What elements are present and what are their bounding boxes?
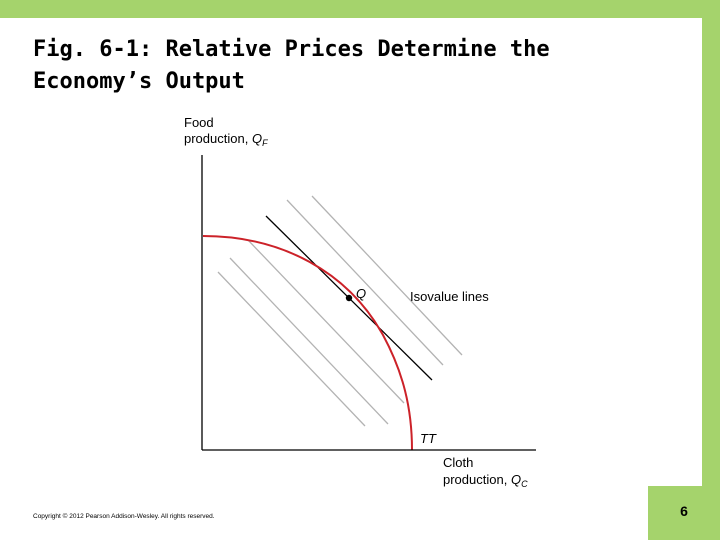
y-axis-label-line-2: production, QF — [184, 131, 268, 148]
tt-curve — [202, 235, 413, 451]
isovalue-line-5 — [311, 195, 463, 356]
isovalue-line-1 — [217, 271, 366, 427]
isovalue-lines-label: Isovalue lines — [410, 289, 489, 304]
isovalue-line-4 — [286, 199, 444, 366]
point-q-label: Q — [356, 286, 366, 301]
copyright-notice: Copyright © 2012 Pearson Addison-Wesley.… — [33, 513, 215, 520]
x-axis-label-line-2: production, QC — [443, 472, 528, 489]
x-axis-label-line-1: Cloth — [443, 455, 473, 470]
top-accent-bar — [0, 0, 720, 18]
tt-curve-label: TT — [420, 431, 437, 446]
slide-title-line-2: Economy’s Output — [33, 69, 245, 94]
isovalue-lines — [217, 195, 463, 427]
page-number: 6 — [680, 503, 688, 519]
point-q-marker — [345, 294, 353, 302]
isovalue-line-2 — [229, 257, 389, 425]
page-number-box — [648, 486, 720, 540]
isovalue-line-3 — [247, 239, 405, 404]
right-accent-bar — [702, 0, 720, 540]
slide-title-line-1: Fig. 6-1: Relative Prices Determine the — [33, 37, 550, 62]
y-axis-label-line-1: Food — [184, 115, 214, 130]
slide-title: Fig. 6-1: Relative Prices Determine the … — [33, 34, 673, 98]
